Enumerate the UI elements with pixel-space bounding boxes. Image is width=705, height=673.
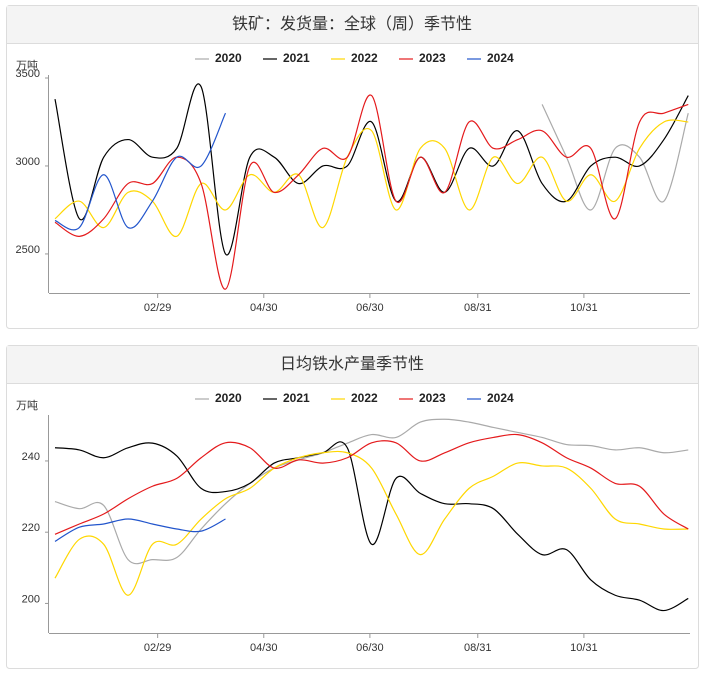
legend-label: 2023 (419, 391, 446, 405)
y-tick-label: 2500 (16, 244, 40, 256)
series-line (54, 450, 689, 596)
legend-label: 2021 (283, 51, 310, 65)
panel-border (6, 345, 699, 669)
x-tick-label: 02/29 (144, 642, 172, 654)
legend-label: 2020 (215, 51, 242, 65)
series-line (54, 441, 689, 612)
panel-header (7, 346, 698, 383)
series-line (54, 83, 689, 256)
x-tick-label: 10/31 (570, 302, 598, 314)
chart-title: 铁矿：发货量：全球（周）季节性 (232, 15, 472, 33)
y-tick-label: 240 (22, 451, 40, 463)
panel-border (6, 5, 699, 329)
panel-header (7, 6, 698, 43)
series-line (54, 119, 689, 237)
series-line (54, 112, 227, 231)
y-tick-label: 200 (22, 593, 40, 605)
series-line (54, 94, 689, 290)
legend-label: 2024 (487, 51, 514, 65)
x-tick-label: 08/31 (464, 642, 492, 654)
legend-label: 2021 (283, 391, 310, 405)
y-tick-label: 220 (22, 522, 40, 534)
x-tick-label: 06/30 (356, 642, 384, 654)
legend-label: 2024 (487, 391, 514, 405)
legend-label: 2020 (215, 391, 242, 405)
x-tick-label: 10/31 (570, 642, 598, 654)
y-axis-label: 万吨 (16, 59, 38, 72)
x-tick-label: 04/30 (250, 302, 278, 314)
y-tick-label: 3000 (16, 156, 40, 168)
y-tick-label: 3500 (16, 68, 40, 80)
y-axis-label: 万吨 (16, 399, 38, 412)
legend-label: 2023 (419, 51, 446, 65)
x-tick-label: 02/29 (144, 302, 172, 314)
legend-label: 2022 (351, 391, 378, 405)
x-tick-label: 08/31 (464, 302, 492, 314)
x-tick-label: 06/30 (356, 302, 384, 314)
chart-title: 日均铁水产量季节性 (280, 355, 424, 373)
series-line (54, 518, 226, 542)
series-line (54, 433, 689, 535)
legend-label: 2022 (351, 51, 378, 65)
series-line (54, 418, 689, 565)
x-tick-label: 04/30 (250, 642, 278, 654)
